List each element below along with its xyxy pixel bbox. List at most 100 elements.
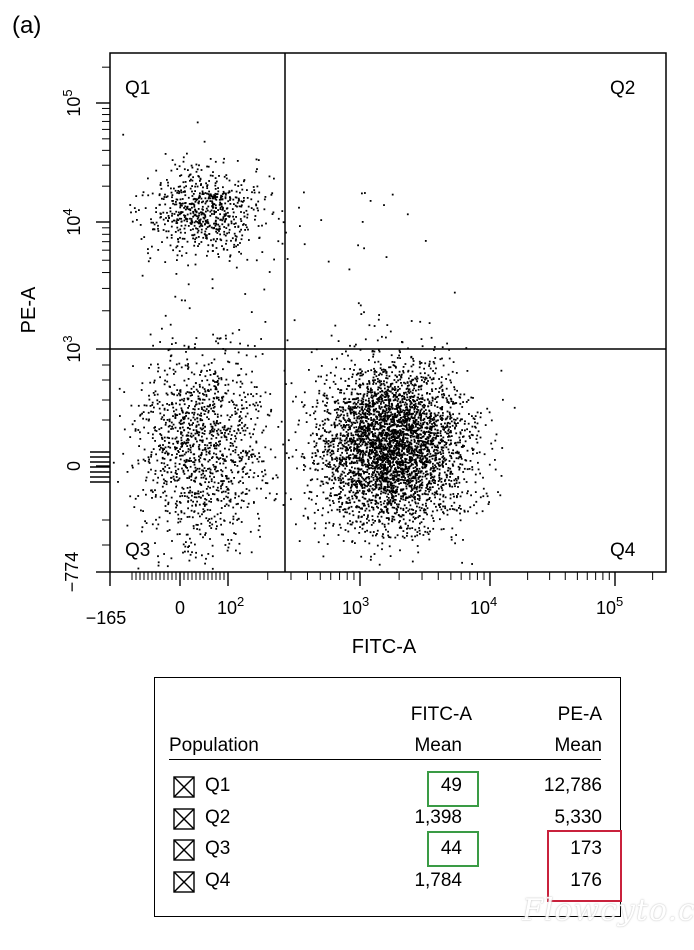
event-dot	[241, 468, 244, 471]
event-dot	[424, 466, 427, 469]
event-dot	[208, 390, 210, 392]
event-dot	[340, 424, 342, 427]
event-dot	[147, 411, 150, 414]
event-dot	[174, 342, 177, 344]
event-dot	[446, 509, 449, 512]
event-dot	[420, 401, 422, 403]
event-dot	[351, 541, 353, 543]
event-dot	[417, 416, 420, 419]
event-dot	[245, 373, 248, 376]
event-dot	[382, 447, 385, 449]
event-dot	[142, 510, 144, 512]
event-dot	[237, 454, 240, 456]
event-dot	[396, 486, 399, 489]
event-dot	[372, 506, 375, 509]
event-dot	[212, 333, 214, 336]
event-dot	[178, 165, 181, 168]
event-dot	[174, 231, 177, 233]
event-dot	[216, 232, 219, 234]
event-dot	[141, 526, 144, 529]
event-dot	[341, 470, 344, 473]
event-dot	[408, 426, 411, 429]
event-dot	[207, 494, 210, 496]
event-dot	[368, 477, 371, 480]
event-dot	[408, 444, 410, 446]
event-dot	[392, 491, 394, 494]
event-dot	[381, 459, 383, 462]
event-dot	[329, 466, 332, 468]
event-dot	[412, 360, 415, 362]
event-dot	[424, 404, 426, 407]
event-dot	[429, 474, 432, 477]
event-dot	[432, 527, 435, 530]
event-dot	[177, 521, 180, 524]
event-dot	[347, 507, 350, 510]
event-dot	[386, 440, 388, 443]
scatter-dots	[112, 121, 516, 570]
event-dot	[192, 176, 194, 179]
event-dot	[453, 291, 456, 294]
event-dot	[180, 433, 182, 435]
event-dot	[149, 257, 152, 260]
event-dot	[410, 486, 413, 489]
event-dot	[231, 414, 233, 417]
event-dot	[350, 489, 352, 492]
event-dot	[396, 470, 399, 473]
event-dot	[147, 177, 149, 180]
event-dot	[183, 207, 185, 209]
event-dot	[185, 541, 187, 543]
event-dot	[246, 506, 249, 508]
event-dot	[408, 424, 410, 427]
event-dot	[196, 198, 199, 201]
event-dot	[373, 410, 375, 413]
event-dot	[397, 467, 399, 470]
event-dot	[198, 444, 201, 446]
event-dot	[157, 366, 160, 369]
event-dot	[438, 387, 441, 390]
event-dot	[170, 481, 172, 483]
event-dot	[395, 436, 398, 439]
event-dot	[246, 452, 248, 455]
event-dot	[337, 497, 340, 500]
event-dot	[415, 463, 418, 466]
event-dot	[461, 463, 464, 466]
event-dot	[405, 419, 408, 422]
event-dot	[179, 228, 182, 231]
event-dot	[143, 448, 146, 451]
event-dot	[244, 224, 247, 226]
event-dot	[192, 237, 194, 240]
event-dot	[348, 506, 351, 509]
event-dot	[418, 454, 421, 457]
event-dot	[170, 403, 173, 406]
event-dot	[214, 373, 216, 375]
event-dot	[387, 502, 389, 505]
event-dot	[380, 433, 383, 435]
event-dot	[395, 460, 398, 463]
event-dot	[392, 436, 394, 438]
event-dot	[165, 494, 168, 497]
event-dot	[449, 467, 452, 470]
event-dot	[365, 399, 367, 402]
event-dot	[176, 389, 179, 391]
event-dot	[383, 449, 385, 451]
event-dot	[459, 519, 462, 522]
event-dot	[184, 181, 187, 183]
event-dot	[358, 430, 360, 433]
event-dot	[335, 494, 337, 496]
event-dot	[224, 505, 226, 507]
event-dot	[163, 407, 166, 410]
event-dot	[235, 216, 237, 218]
event-dot	[355, 382, 357, 385]
event-dot	[246, 197, 249, 199]
event-dot	[184, 194, 187, 197]
event-dot	[208, 446, 211, 449]
event-dot	[191, 551, 193, 554]
event-dot	[379, 487, 381, 490]
event-dot	[384, 439, 386, 442]
event-dot	[198, 383, 201, 386]
event-dot	[151, 404, 154, 406]
event-dot	[386, 502, 389, 505]
event-dot	[174, 502, 177, 505]
event-dot	[324, 476, 326, 478]
event-dot	[359, 416, 362, 419]
